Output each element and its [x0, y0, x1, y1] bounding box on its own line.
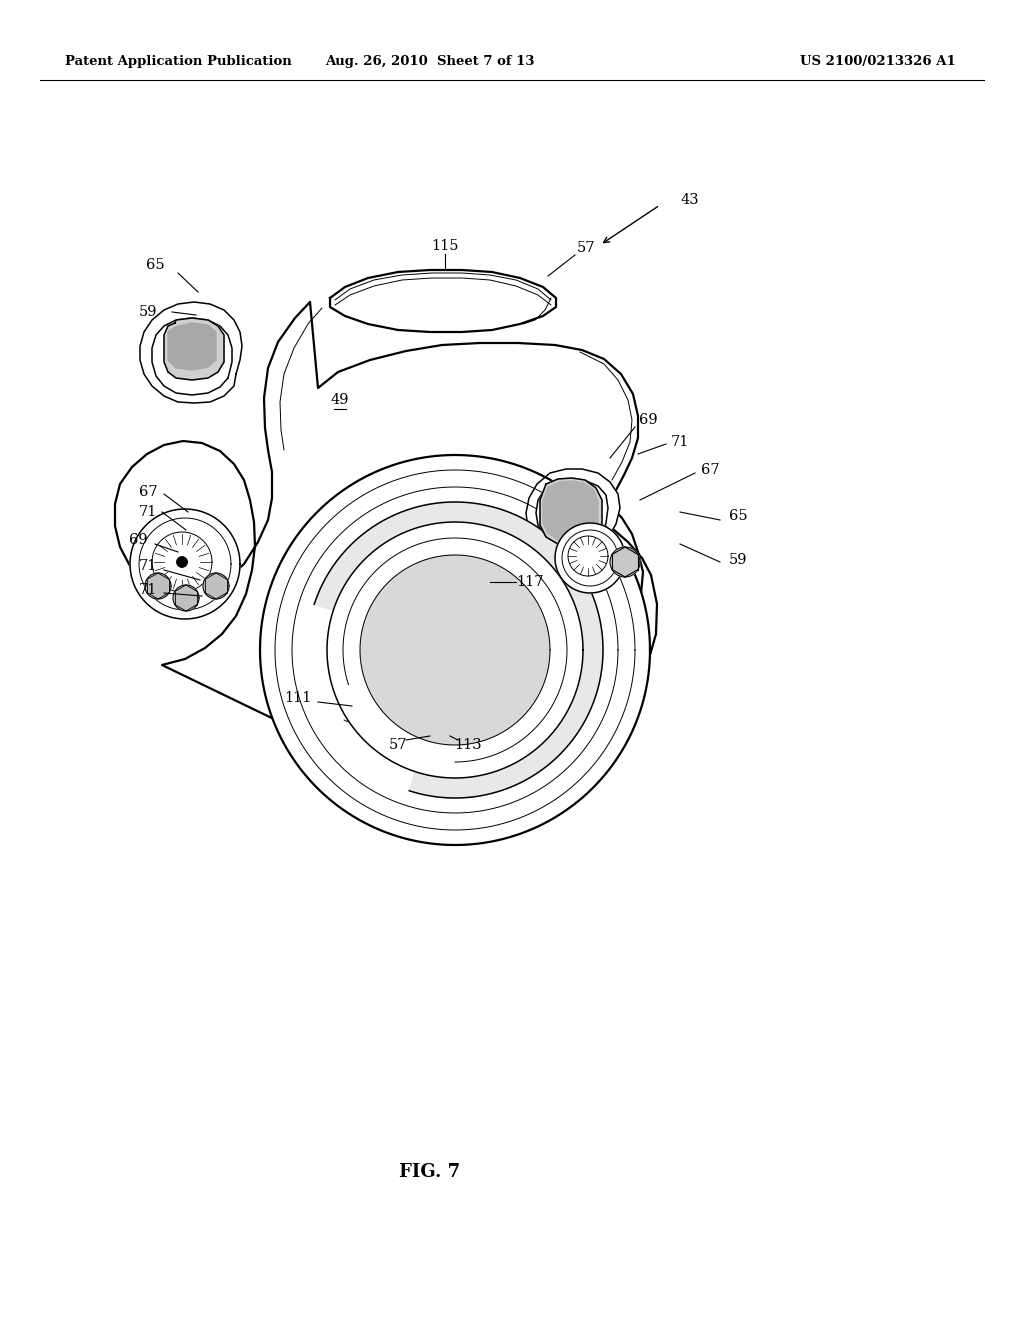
- Text: 71: 71: [139, 506, 158, 519]
- Text: FIG. 7: FIG. 7: [399, 1163, 461, 1181]
- Text: Aug. 26, 2010  Sheet 7 of 13: Aug. 26, 2010 Sheet 7 of 13: [326, 55, 535, 69]
- Polygon shape: [203, 573, 229, 599]
- Polygon shape: [555, 523, 625, 593]
- Polygon shape: [130, 510, 240, 619]
- Polygon shape: [360, 554, 550, 744]
- Polygon shape: [173, 585, 199, 611]
- Text: 69: 69: [639, 413, 657, 426]
- Text: 59: 59: [138, 305, 158, 319]
- Polygon shape: [543, 480, 598, 541]
- Polygon shape: [115, 302, 657, 748]
- Polygon shape: [145, 573, 171, 599]
- Polygon shape: [340, 690, 580, 744]
- Text: 71: 71: [671, 436, 689, 449]
- Text: 49: 49: [331, 393, 349, 407]
- Polygon shape: [314, 502, 603, 799]
- Text: US 2100/0213326 A1: US 2100/0213326 A1: [800, 55, 955, 69]
- Polygon shape: [568, 536, 608, 576]
- Text: 71: 71: [139, 558, 158, 573]
- Text: 65: 65: [729, 510, 748, 523]
- Text: 115: 115: [431, 239, 459, 253]
- Polygon shape: [330, 271, 556, 333]
- Polygon shape: [152, 318, 232, 395]
- Polygon shape: [540, 478, 602, 545]
- Polygon shape: [327, 521, 583, 777]
- Text: 59: 59: [729, 553, 748, 568]
- Polygon shape: [260, 455, 650, 845]
- Polygon shape: [139, 517, 231, 610]
- Polygon shape: [177, 557, 187, 568]
- Polygon shape: [610, 546, 640, 577]
- Polygon shape: [562, 531, 618, 586]
- Text: 113: 113: [455, 738, 482, 752]
- Text: Patent Application Publication: Patent Application Publication: [65, 55, 292, 69]
- Text: 67: 67: [138, 484, 158, 499]
- Polygon shape: [152, 532, 212, 591]
- Text: 111: 111: [285, 690, 311, 705]
- Text: 71: 71: [139, 583, 158, 597]
- Text: 67: 67: [700, 463, 719, 477]
- Text: 117: 117: [516, 576, 544, 589]
- Text: 69: 69: [129, 533, 147, 546]
- Polygon shape: [526, 469, 620, 562]
- Text: 65: 65: [145, 257, 164, 272]
- Polygon shape: [164, 318, 224, 380]
- Polygon shape: [168, 323, 216, 370]
- Text: 57: 57: [389, 738, 408, 752]
- Text: 57: 57: [577, 242, 595, 255]
- Text: 43: 43: [681, 193, 699, 207]
- Polygon shape: [536, 479, 608, 548]
- Polygon shape: [140, 302, 242, 403]
